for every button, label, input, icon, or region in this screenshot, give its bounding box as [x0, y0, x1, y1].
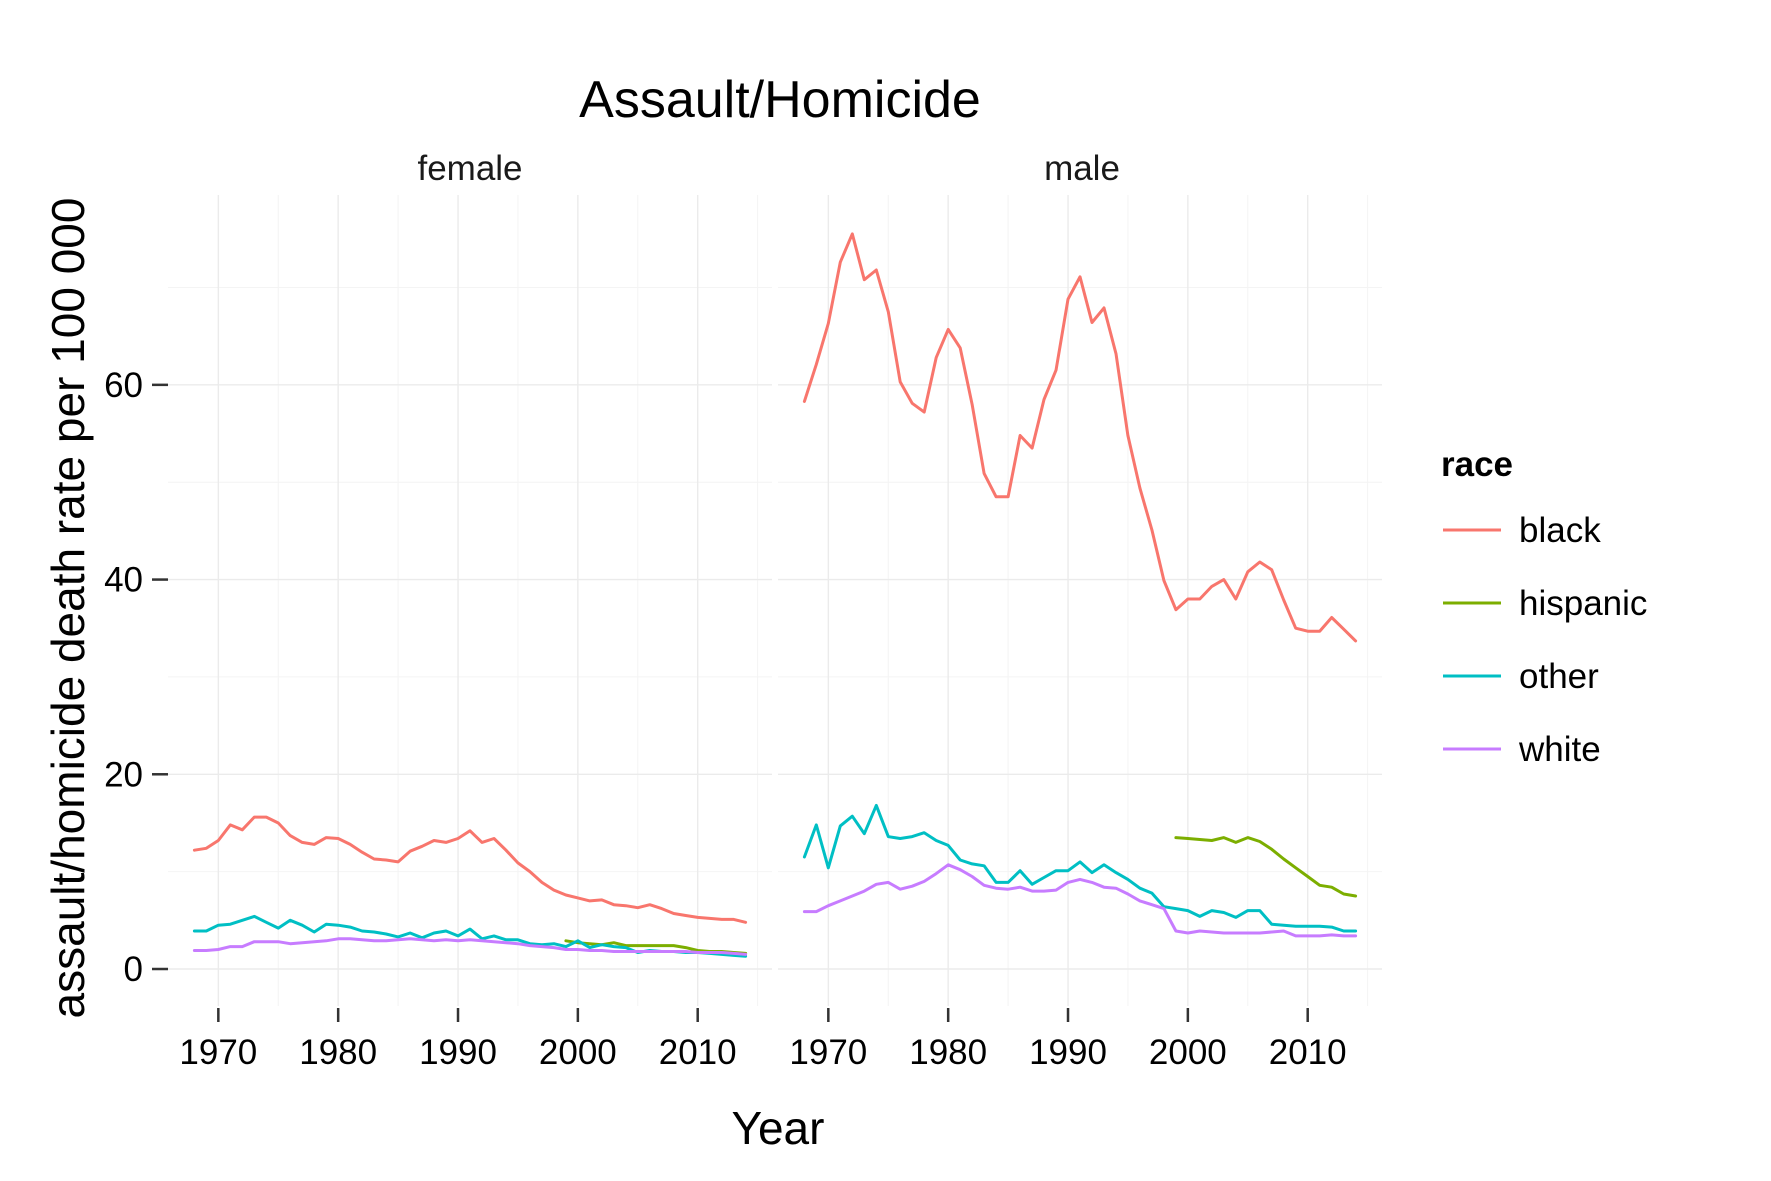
panel-male: male 1970 1980 1990 2000 2010 [778, 149, 1382, 1072]
legend-label-black: black [1519, 511, 1601, 550]
x-tick-label: 2000 [1149, 1033, 1227, 1072]
x-tick-label: 1970 [179, 1033, 257, 1072]
panel-female: female 1970 1980 1990 2000 2010 [168, 149, 772, 1072]
x-tick-label: 1980 [299, 1033, 377, 1072]
y-tick-label: 40 [104, 561, 143, 600]
legend-label-hispanic: hispanic [1519, 584, 1647, 623]
series-line-male-black [802, 232, 1358, 643]
panel-male-grid [778, 195, 1382, 1006]
legend-label-other: other [1519, 657, 1599, 696]
legend-label-white: white [1518, 730, 1601, 769]
x-tick-label: 1970 [789, 1033, 867, 1072]
x-tick-label: 1990 [419, 1033, 497, 1072]
y-axis-title: assault/homicide death rate per 100 000 [42, 198, 94, 1019]
y-tick-label: 20 [104, 755, 143, 794]
legend: race black hispanic other white [1441, 445, 1647, 769]
y-tick-label: 0 [124, 950, 143, 989]
series-line-male-other [802, 803, 1358, 933]
x-tick-label: 1980 [909, 1033, 987, 1072]
series-line-male-white [802, 863, 1358, 938]
panel-female-x-ticks: 1970 1980 1990 2000 2010 [179, 1008, 737, 1072]
panel-female-lines [192, 815, 748, 958]
series-line-male-hispanic [1174, 836, 1358, 898]
x-tick-label: 2010 [1269, 1033, 1347, 1072]
chart-title: Assault/Homicide [579, 71, 981, 129]
x-tick-label: 1990 [1029, 1033, 1107, 1072]
x-axis-title: Year [732, 1102, 825, 1154]
legend-title: race [1441, 445, 1513, 484]
panel-label-male: male [1044, 149, 1120, 188]
panel-label-female: female [417, 149, 522, 188]
legend-items: black hispanic other white [1443, 511, 1647, 769]
x-tick-label: 2000 [539, 1033, 617, 1072]
panel-male-x-ticks: 1970 1980 1990 2000 2010 [789, 1008, 1347, 1072]
panel-male-lines [802, 232, 1358, 938]
series-line-female-black [192, 815, 748, 924]
x-tick-label: 2010 [659, 1033, 737, 1072]
series-line-female-white [192, 937, 748, 956]
y-axis: 0 20 40 60 [104, 366, 168, 989]
panel-female-grid [168, 195, 772, 1006]
y-tick-label: 60 [104, 366, 143, 405]
